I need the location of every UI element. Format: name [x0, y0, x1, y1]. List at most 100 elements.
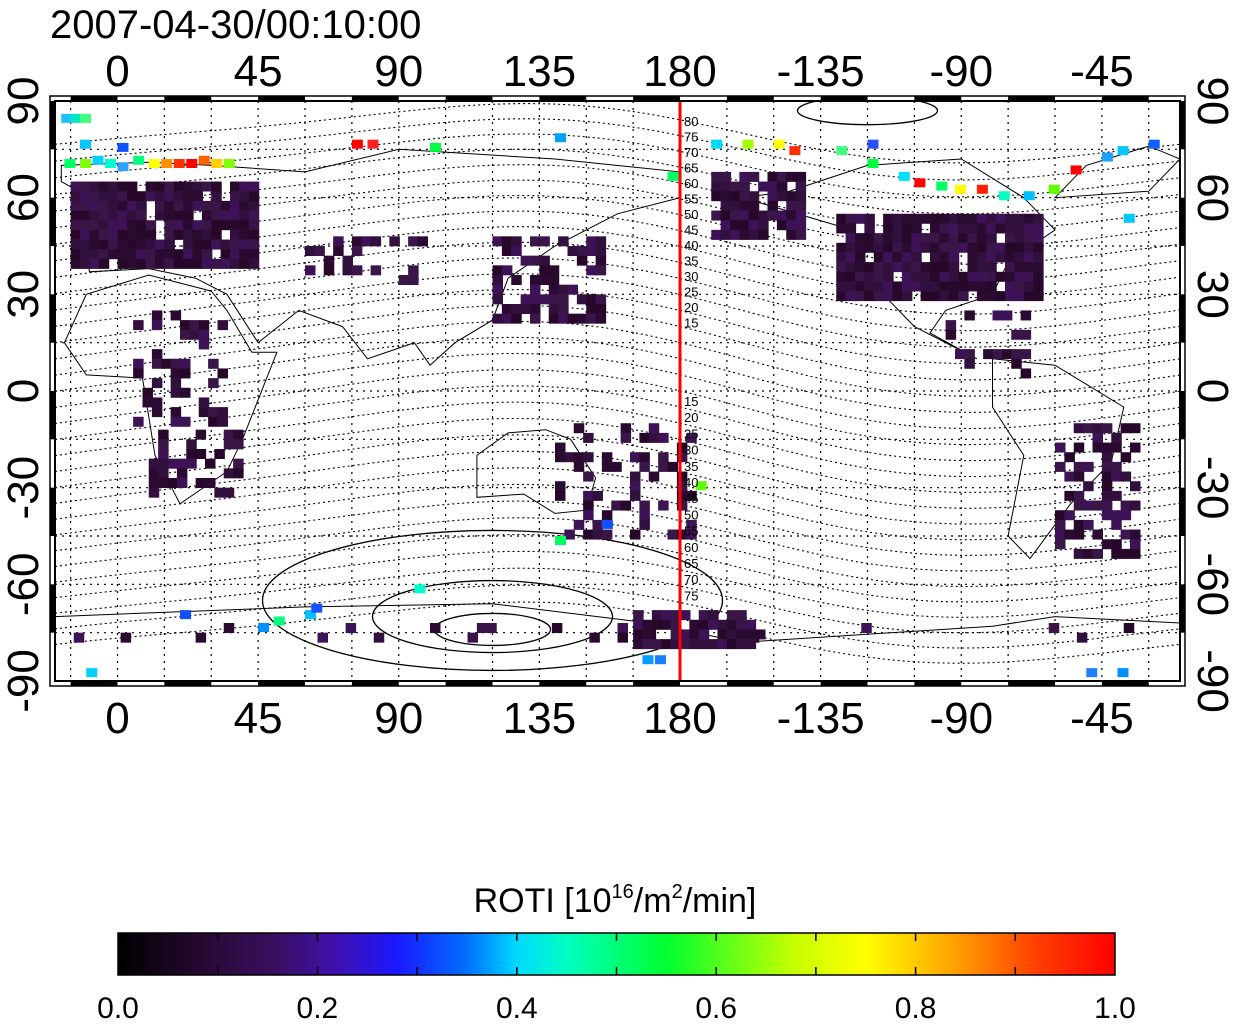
roti-cell: [986, 281, 997, 292]
roti-cell: [995, 252, 1007, 263]
roti-cell: [211, 239, 222, 250]
frame-tick-bottom: [164, 681, 212, 686]
roti-cell: [161, 358, 172, 369]
roti-cell: [720, 191, 732, 202]
roti-cell: [573, 519, 585, 530]
roti-cell: [601, 452, 613, 463]
roti-cell: [173, 181, 185, 192]
roti-cell: [1111, 471, 1122, 482]
roti-cell: [967, 281, 978, 292]
roti-cell: [1073, 423, 1085, 434]
roti-cell: [776, 220, 788, 231]
roti-cell: [501, 313, 513, 324]
roti-cell: [126, 200, 138, 211]
roti-cell-high: [80, 159, 91, 168]
top-lon-tick-label: -90: [929, 47, 993, 96]
roti-cell: [108, 210, 119, 221]
mag-lat-contour: [55, 289, 1180, 365]
roti-cell: [976, 271, 988, 282]
roti-cell: [223, 487, 235, 498]
roti-cell: [1064, 490, 1075, 501]
roti-cell: [558, 313, 569, 324]
roti-cell: [795, 220, 807, 231]
roti-cell: [720, 220, 732, 231]
roti-cell: [389, 236, 400, 247]
roti-cell: [158, 449, 169, 459]
roti-cell: [776, 171, 788, 182]
roti-cell: [689, 639, 700, 650]
roti-cell: [576, 246, 588, 256]
roti-cell: [211, 191, 222, 202]
roti-cell: [126, 191, 138, 202]
south-pole-contour: [371, 579, 614, 654]
roti-cell: [373, 632, 385, 643]
frame-tick-left: [50, 584, 55, 633]
frame-tick-top: [539, 96, 587, 101]
roti-cell: [964, 310, 975, 321]
roti-cell: [145, 249, 157, 260]
frame-tick-bottom: [445, 681, 493, 686]
roti-cell: [686, 519, 697, 530]
roti-cell: [220, 210, 232, 221]
roti-cell: [967, 252, 978, 263]
roti-cell: [342, 255, 353, 266]
roti-cell: [739, 220, 750, 231]
roti-cell: [748, 210, 760, 221]
roti-cell-high: [80, 113, 91, 123]
roti-cell: [864, 213, 875, 224]
roti-cell: [333, 246, 344, 256]
roti-cell: [180, 320, 191, 331]
roti-cell: [117, 200, 128, 211]
roti-cell-high: [898, 171, 910, 181]
frame-tick-bottom: [820, 681, 868, 686]
roti-cell: [911, 242, 922, 253]
roti-cell: [1111, 539, 1122, 550]
roti-cell: [195, 449, 207, 459]
roti-cell: [748, 220, 760, 231]
colorbar-tick-label: 0.6: [695, 992, 737, 1024]
roti-cell: [145, 220, 157, 231]
roti-cell-high: [86, 668, 98, 678]
frame-tick-top: [633, 96, 680, 101]
roti-cell: [1020, 310, 1032, 321]
roti-cell: [601, 461, 613, 472]
roti-cell: [939, 271, 950, 282]
roti-cell: [642, 639, 653, 650]
roti-cell: [667, 529, 678, 540]
roti-cell: [1101, 500, 1113, 511]
roti-cell-high: [789, 146, 801, 156]
roti-cell: [901, 213, 913, 224]
roti-cell: [736, 619, 747, 630]
roti-cell: [1120, 423, 1132, 434]
contour-label: 75: [684, 588, 698, 603]
roti-cell-high: [180, 610, 191, 620]
roti-cell: [180, 368, 191, 379]
roti-cell: [836, 262, 847, 273]
roti-cell: [158, 429, 169, 440]
mag-lat-contour: [55, 352, 1180, 430]
roti-cell: [170, 407, 182, 418]
roti-cell: [730, 200, 741, 211]
frame-tick-top: [726, 96, 774, 101]
roti-cell: [698, 629, 710, 640]
roti-cell: [786, 200, 797, 211]
frame-tick-bottom: [726, 681, 774, 686]
roti-cell: [930, 252, 941, 263]
roti-cell-high: [936, 181, 948, 191]
roti-cell: [548, 304, 560, 314]
roti-cell: [1005, 291, 1016, 302]
roti-cell: [730, 220, 741, 231]
roti-cell: [108, 181, 119, 192]
roti-cell: [98, 200, 110, 211]
roti-cell: [739, 181, 750, 192]
roti-cell: [548, 265, 560, 276]
frame-tick-bottom: [539, 681, 587, 686]
roti-cell: [795, 200, 807, 211]
roti-cell: [1033, 281, 1044, 292]
roti-cell: [239, 181, 250, 192]
roti-cell: [845, 271, 857, 282]
roti-cell: [698, 619, 710, 630]
roti-cell: [930, 281, 941, 292]
roti-cell: [158, 458, 169, 469]
roti-cell: [205, 458, 216, 469]
